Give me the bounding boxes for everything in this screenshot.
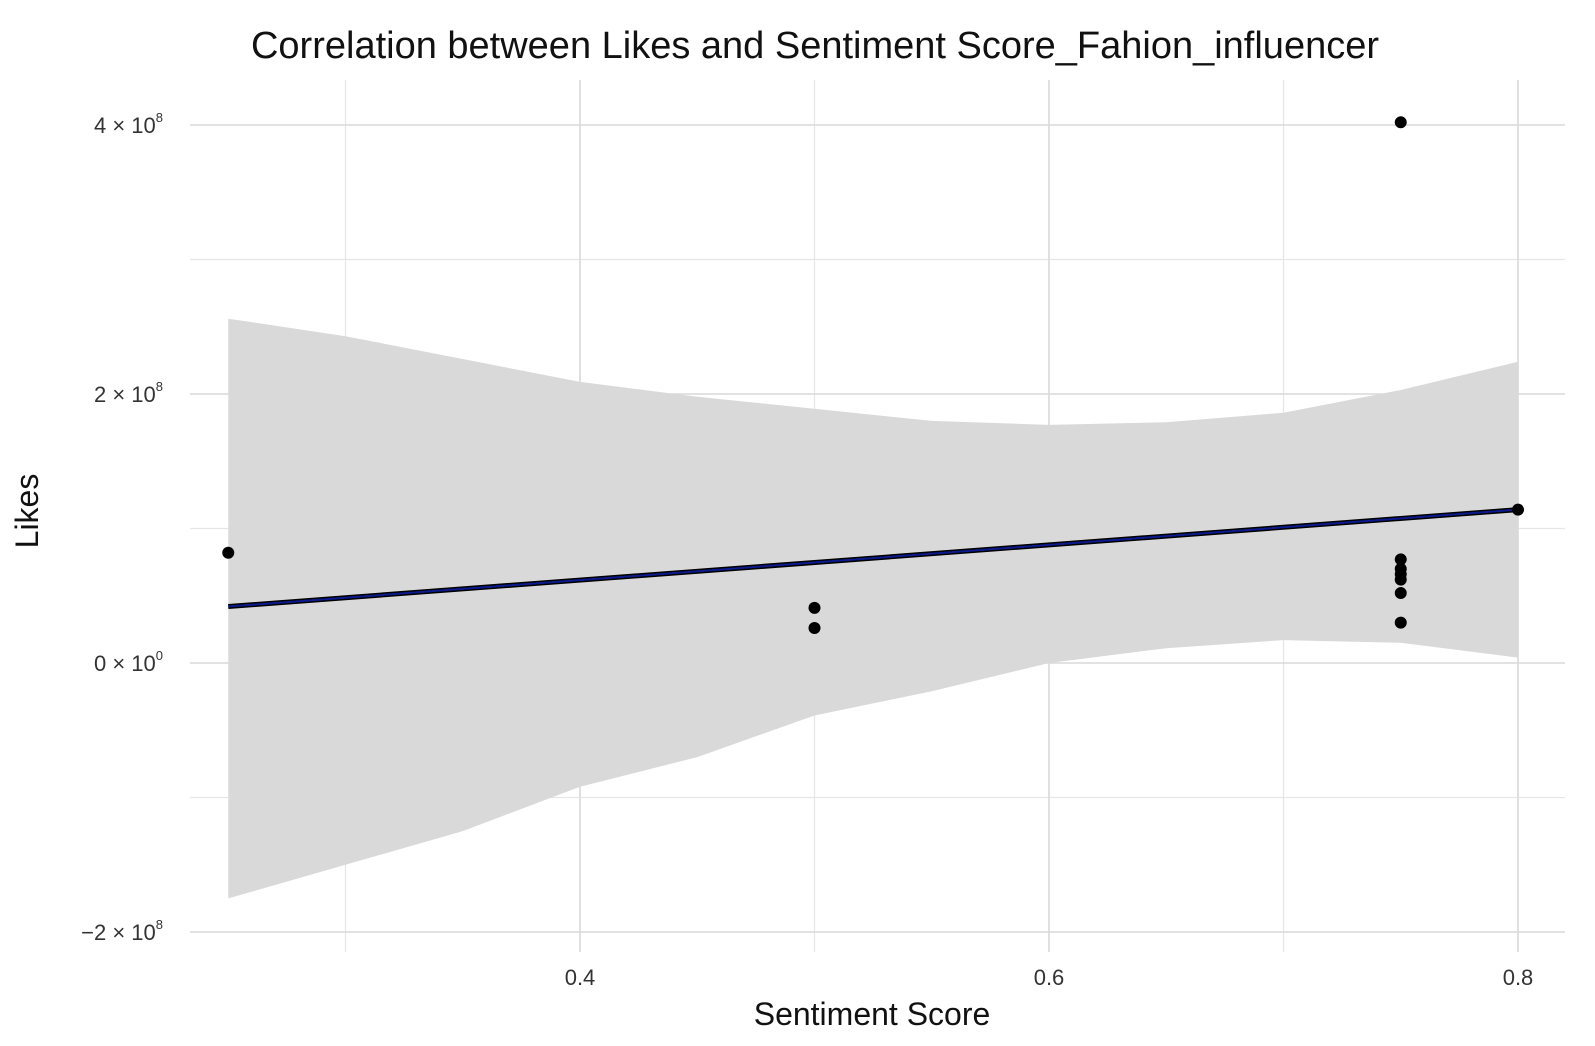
x-tick-label: 0.8	[1503, 965, 1534, 990]
line-layer	[228, 507, 1519, 610]
x-tick-label: 0.4	[565, 965, 596, 990]
y-tick-mantissa: 2 × 10	[94, 382, 156, 407]
data-point	[1394, 616, 1407, 629]
y-tick-label: 4 × 108	[94, 110, 163, 138]
point-layer	[222, 116, 1524, 635]
chart-title: Correlation between Likes and Sentiment …	[251, 25, 1379, 67]
x-tick-label: 0.6	[1034, 965, 1065, 990]
y-tick-exponent: 8	[156, 110, 163, 125]
data-point	[1394, 573, 1407, 586]
y-tick-mantissa: −2 × 10	[81, 920, 156, 945]
data-point	[1394, 587, 1407, 600]
y-tick-exponent: 0	[156, 648, 163, 663]
data-point	[222, 546, 235, 559]
x-axis-title: Sentiment Score	[754, 996, 991, 1032]
y-tick-exponent: 8	[156, 379, 163, 394]
data-point	[1394, 116, 1407, 129]
data-point	[808, 601, 821, 614]
data-point	[1512, 503, 1524, 516]
y-tick-label: 2 × 108	[94, 379, 163, 407]
y-tick-label: −2 × 108	[81, 917, 163, 945]
y-tick-mantissa: 0 × 10	[94, 651, 156, 676]
data-point	[1394, 553, 1407, 566]
y-axis-title: Likes	[9, 474, 45, 549]
confidence-band	[228, 318, 1518, 899]
band-layer	[228, 318, 1518, 899]
data-point	[808, 622, 821, 635]
y-tick-label: 0 × 100	[94, 648, 163, 676]
y-tick-mantissa: 4 × 10	[94, 113, 156, 138]
y-tick-exponent: 8	[156, 917, 163, 932]
regression-line	[228, 508, 1519, 608]
